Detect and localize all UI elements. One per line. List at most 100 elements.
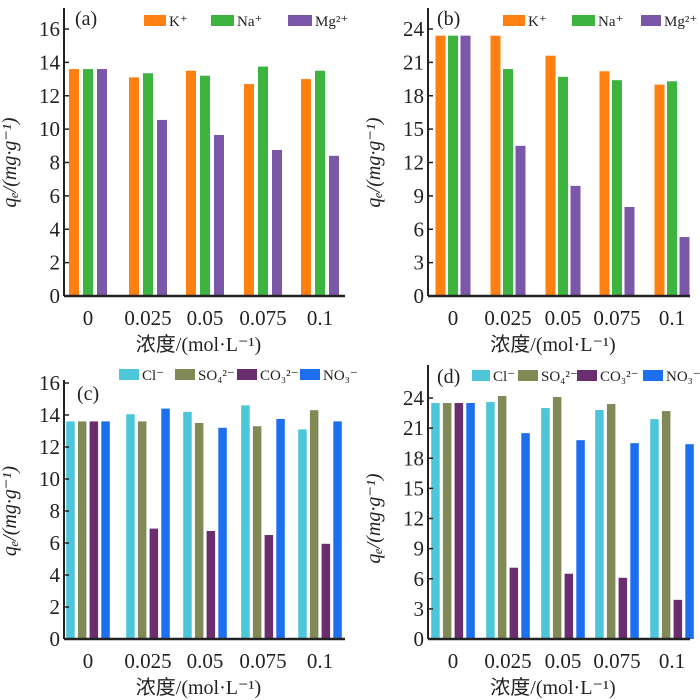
bar-3-0 (101, 421, 110, 639)
y-tick-label: 10 (39, 467, 60, 491)
x-tick-label: 0.075 (593, 649, 640, 673)
bar-0-2 (541, 408, 550, 639)
y-tick-label: 9 (414, 537, 425, 561)
bar-1-2 (194, 423, 204, 639)
y-tick-label: 18 (403, 446, 424, 470)
bar-2-4 (679, 237, 690, 296)
bar-1-2 (200, 75, 210, 296)
legend-label: Na⁺ (237, 14, 262, 30)
bar-0-0 (431, 403, 440, 639)
bar-3-0 (466, 403, 475, 639)
bar-1-2 (552, 396, 562, 639)
x-tick-label: 0.025 (124, 649, 171, 673)
x-axis-label: 浓度/(mol·L⁻¹) (136, 676, 261, 699)
y-tick-label: 21 (403, 50, 424, 74)
legend-label: Mg²⁺ (315, 14, 348, 30)
y-tick-label: 6 (50, 184, 61, 208)
y-axis-label: qₑ/(mg·g⁻¹) (0, 117, 21, 207)
y-tick-label: 15 (403, 117, 424, 141)
legend-swatch (237, 369, 257, 380)
y-axis-label: qₑ/(mg·g⁻¹) (363, 117, 385, 207)
bar-3-3 (630, 443, 639, 639)
x-axis-label: 浓度/(mol·L⁻¹) (490, 676, 615, 699)
legend-swatch (211, 15, 234, 26)
y-axis-label: qₑ/(mg·g⁻¹) (0, 466, 21, 556)
bar-2-4 (329, 155, 339, 296)
y-tick-label: 14 (39, 403, 61, 427)
y-tick-label: 10 (39, 117, 60, 141)
legend-swatch (472, 370, 490, 381)
bar-0-4 (654, 84, 665, 296)
x-tick-label: 0.075 (593, 306, 640, 330)
x-tick-label: 0.1 (659, 649, 685, 673)
x-tick-label: 0.075 (239, 649, 286, 673)
legend-label: Mg²⁺ (664, 14, 697, 30)
bar-2-4 (673, 599, 683, 639)
panel-label: (b) (437, 8, 460, 30)
legend-label: SO₄²⁻ (198, 368, 235, 384)
bar-2-0 (454, 403, 464, 639)
x-tick-label: 0.075 (239, 306, 286, 330)
y-tick-label: 0 (50, 284, 61, 308)
y-tick-label: 4 (50, 563, 61, 587)
bar-0-3 (595, 410, 604, 639)
bar-0-3 (599, 71, 610, 297)
x-tick-label: 0.1 (307, 306, 333, 330)
bar-0-2 (545, 55, 556, 297)
x-tick-label: 0 (448, 649, 459, 673)
bar-0-0 (66, 421, 75, 639)
legend-swatch (572, 15, 595, 26)
legend-label: SO₄²⁻ (541, 369, 578, 385)
bar-0-4 (298, 429, 307, 639)
bar-3-1 (521, 433, 530, 639)
y-tick-label: 8 (50, 151, 61, 175)
bar-1-3 (606, 404, 616, 639)
x-tick-label: 0 (448, 306, 459, 330)
y-tick-label: 3 (414, 251, 425, 275)
bar-2-1 (515, 145, 526, 296)
bar-1-4 (309, 410, 319, 639)
y-tick-label: 3 (414, 597, 425, 621)
bar-1-1 (497, 395, 507, 639)
panel-label: (d) (437, 366, 460, 388)
legend-label: Na⁺ (598, 14, 623, 30)
bar-0-3 (241, 405, 250, 639)
legend: Cl⁻ SO₄²⁻ CO₃²⁻ NO₃⁻ (119, 368, 358, 384)
bar-2-3 (624, 207, 635, 296)
legend: Cl⁻ SO₄²⁻ CO₃²⁻ NO₃⁻ (472, 369, 700, 385)
legend-swatch (641, 15, 661, 26)
legend-swatch (643, 370, 663, 381)
legend-label: Cl⁻ (142, 368, 164, 384)
legend-label: Cl⁻ (493, 369, 515, 385)
y-tick-label: 0 (50, 627, 61, 651)
legend: K⁺ Na⁺ Mg²⁺ (144, 14, 348, 30)
x-tick-label: 0 (83, 649, 94, 673)
legend-swatch (300, 369, 320, 380)
legend-swatch (144, 15, 166, 26)
y-tick-label: 12 (403, 507, 424, 531)
bar-1-4 (667, 81, 677, 296)
bar-0-1 (126, 414, 135, 639)
bar-1-0 (448, 35, 458, 297)
bar-0-2 (183, 411, 192, 639)
bar-2-4 (321, 543, 331, 639)
y-tick-label: 15 (403, 476, 424, 500)
legend-label: K⁺ (169, 14, 188, 30)
bar-1-1 (137, 421, 147, 639)
bar-1-0 (442, 403, 452, 639)
legend-label: K⁺ (528, 14, 547, 30)
x-tick-label: 0.1 (659, 306, 685, 330)
bar-3-4 (333, 421, 342, 639)
bar-3-3 (276, 419, 285, 639)
y-tick-label: 12 (39, 435, 60, 459)
bar-1-3 (258, 66, 268, 296)
y-tick-label: 2 (50, 251, 61, 275)
bar-1-1 (143, 73, 153, 296)
y-tick-label: 6 (414, 567, 425, 591)
bar-1-3 (612, 80, 622, 296)
bar-0-3 (244, 84, 254, 296)
y-tick-label: 9 (414, 184, 425, 208)
panel-label: (a) (75, 8, 97, 30)
y-tick-label: 24 (403, 17, 425, 41)
y-tick-label: 12 (39, 84, 60, 108)
